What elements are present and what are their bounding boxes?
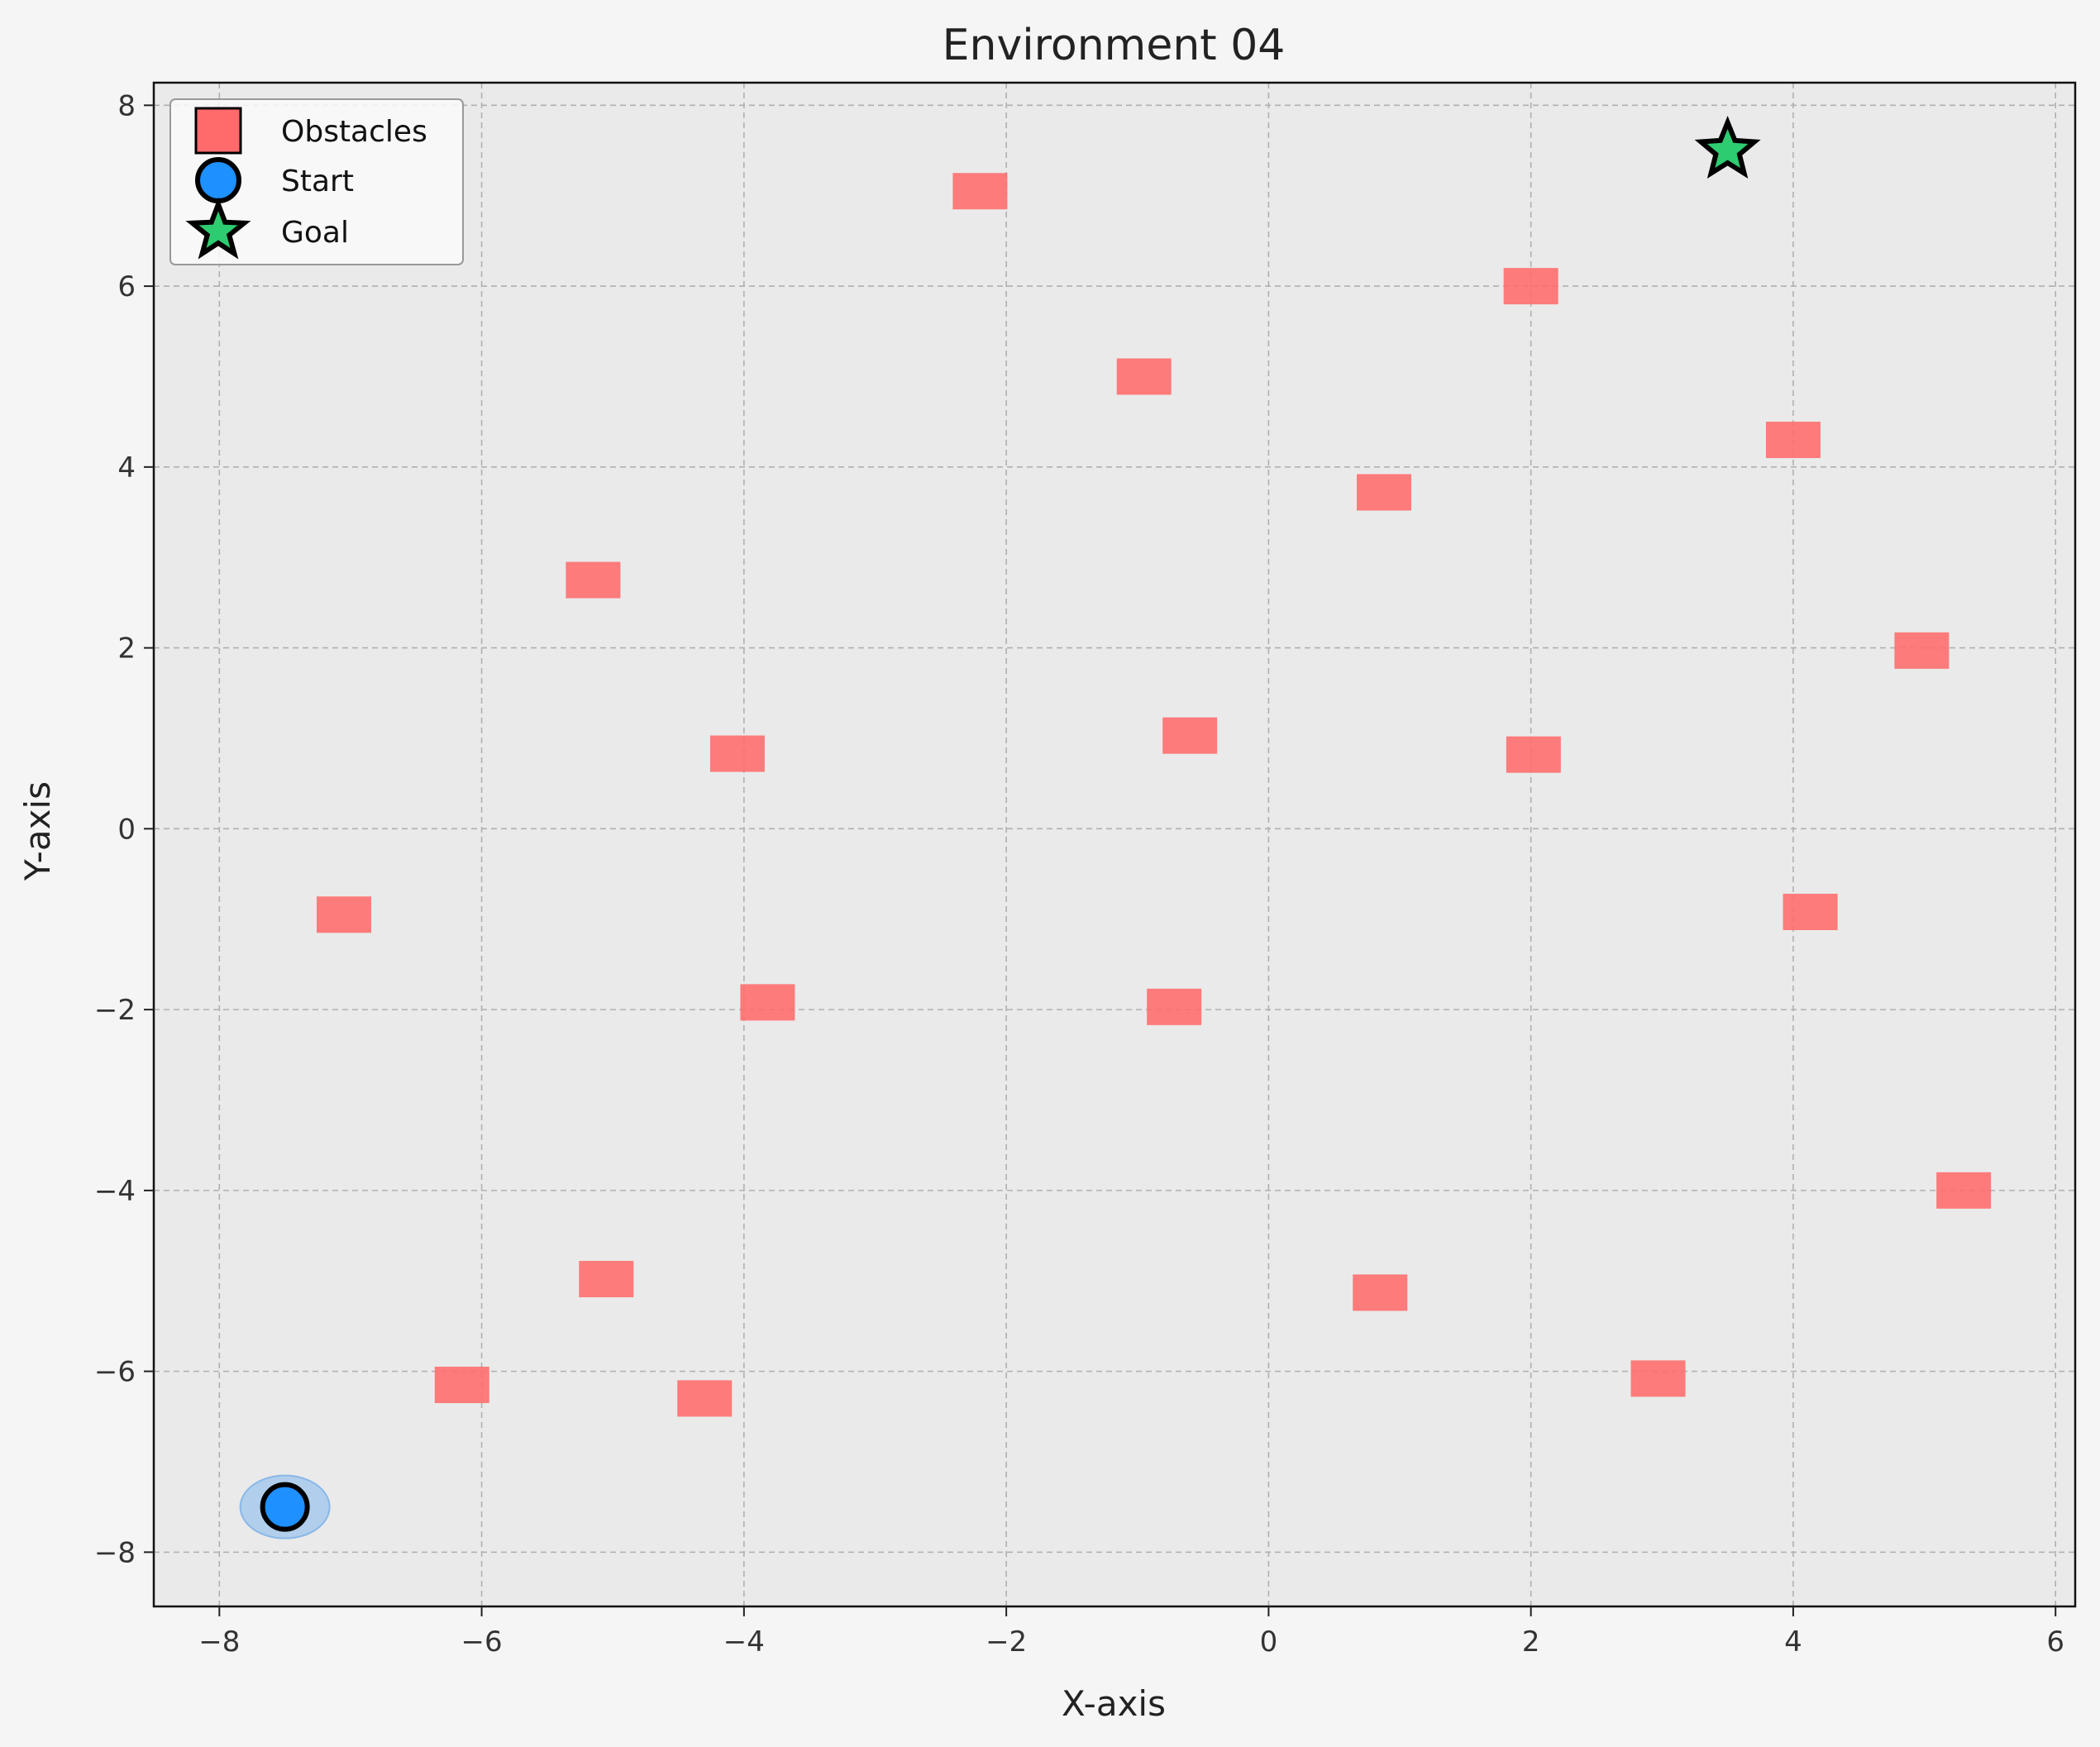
obstacle-marker: [434, 1367, 489, 1404]
obstacle-marker: [1630, 1360, 1686, 1397]
x-tick-label: 2: [1522, 1625, 1540, 1659]
x-tick-label: 6: [2046, 1625, 2064, 1659]
y-tick-label: 2: [117, 632, 136, 666]
obstacle-marker: [566, 561, 621, 599]
obstacle-marker: [1765, 422, 1821, 459]
y-axis-label: Y-axis: [17, 781, 58, 881]
legend-start-icon: [195, 157, 241, 203]
obstacle-marker: [952, 173, 1008, 210]
start-marker: [260, 1482, 310, 1532]
x-tick-label: −8: [198, 1625, 240, 1659]
y-tick-label: −2: [94, 994, 136, 1027]
obstacle-marker: [1116, 358, 1172, 395]
obstacle-marker: [579, 1261, 634, 1298]
obstacle-marker: [740, 984, 795, 1021]
plot-area: [154, 83, 2075, 1606]
y-tick-label: −4: [94, 1175, 136, 1208]
markers: [239, 115, 1761, 1539]
legend-label: Obstacles: [281, 115, 427, 149]
obstacle-marker: [1503, 268, 1558, 305]
obstacle-marker: [1147, 988, 1202, 1025]
chart-title: Environment 04: [943, 21, 1286, 70]
obstacle-marker: [1936, 1172, 1992, 1209]
x-tick-label: −2: [986, 1625, 1027, 1659]
obstacle-marker: [1894, 632, 1950, 669]
x-axis-label: X-axis: [1062, 1683, 1166, 1724]
plot-frame: [152, 81, 2077, 1608]
x-tick-label: 0: [1260, 1625, 1278, 1659]
x-tick-label: −6: [461, 1625, 503, 1659]
x-tick-label: 4: [1784, 1625, 1802, 1659]
obstacle-marker: [677, 1380, 733, 1417]
legend-obstacles-icon: [194, 107, 242, 155]
obstacle-marker: [1356, 474, 1411, 511]
obstacle-marker: [317, 896, 372, 933]
y-tick-label: 4: [117, 451, 136, 484]
y-tick-label: 8: [117, 89, 136, 122]
obstacle-marker: [1162, 717, 1218, 754]
y-tick-label: 6: [117, 270, 136, 303]
obstacle-marker: [1783, 893, 1838, 930]
y-tick-label: 0: [117, 813, 136, 846]
obstacle-marker: [1353, 1274, 1408, 1311]
goal-marker: [1694, 115, 1761, 179]
legend-goal-icon: [185, 197, 251, 260]
legend: Obstacles Start Goal: [169, 98, 464, 265]
obstacles-series: [317, 173, 1992, 1417]
legend-label: Goal: [281, 216, 349, 250]
obstacle-marker: [709, 735, 765, 772]
obstacle-marker: [1506, 736, 1561, 773]
grid: [154, 83, 2075, 1606]
x-tick-label: −4: [723, 1625, 765, 1659]
legend-label: Start: [281, 165, 354, 198]
ticks: −8 −6 −4 −2 0 2 4 6 −8 −6 −4 −2 0 2 4 6 8: [94, 89, 2064, 1659]
y-tick-label: −6: [94, 1356, 136, 1389]
y-tick-label: −8: [94, 1536, 136, 1569]
